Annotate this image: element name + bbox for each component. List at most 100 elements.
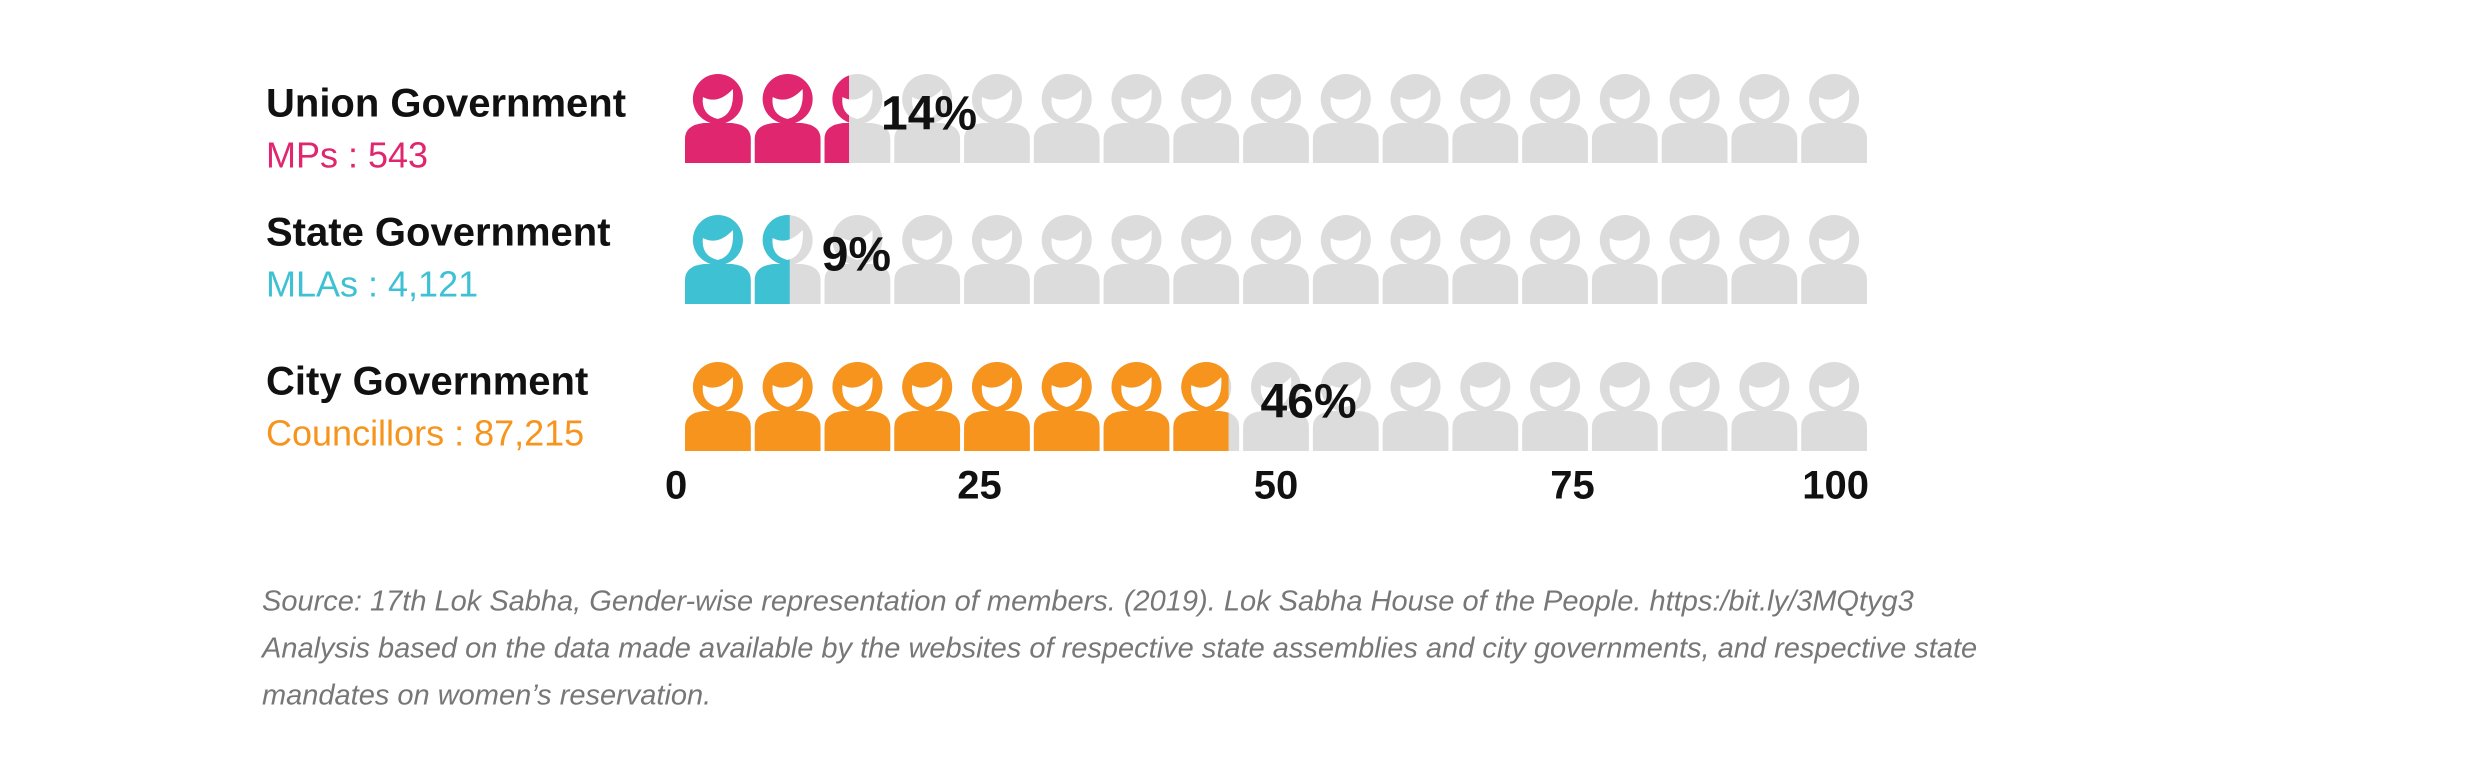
icon-body	[964, 264, 1030, 304]
category-sublabel: Councillors : 87,215	[266, 413, 584, 454]
icon-body	[824, 264, 891, 304]
icon-face	[1330, 230, 1361, 260]
icon-face	[911, 230, 943, 260]
x-tick-label: 50	[1254, 464, 1299, 508]
icon-face	[1470, 377, 1501, 407]
icon-face	[1330, 89, 1361, 119]
icon-body	[1731, 264, 1798, 304]
icon-face	[1818, 377, 1850, 407]
icon-body	[1033, 123, 1100, 163]
source-note: Analysis based on the data made availabl…	[260, 633, 1977, 665]
icon-face	[1609, 89, 1641, 119]
icon-body	[1243, 411, 1309, 451]
value-label: 46%	[1261, 376, 1357, 429]
icon-face	[1191, 230, 1222, 260]
icon-body	[1452, 123, 1519, 163]
icon-body	[1452, 264, 1519, 304]
icon-face	[1749, 230, 1780, 260]
icon-face	[1818, 230, 1850, 260]
category-sublabel: MLAs : 4,121	[266, 264, 478, 305]
icon-body	[1731, 123, 1798, 163]
x-tick-label: 100	[1802, 464, 1869, 508]
value-label: 14%	[881, 88, 977, 141]
icon-face	[842, 89, 873, 119]
value-label: 9%	[822, 229, 891, 282]
icon-face	[1260, 377, 1292, 407]
icon-face	[1539, 377, 1571, 407]
icon-body	[1731, 411, 1798, 451]
icon-body	[1243, 264, 1309, 304]
icon-face	[1470, 89, 1501, 119]
icon-body	[1173, 123, 1240, 163]
icon-face	[1609, 377, 1641, 407]
icon-face	[1400, 377, 1431, 407]
x-tick-label: 0	[665, 464, 687, 508]
icon-body	[1661, 264, 1728, 304]
icon-face	[1679, 230, 1710, 260]
icon-body	[1382, 123, 1449, 163]
icon-face	[842, 230, 873, 260]
icon-body	[1801, 411, 1867, 451]
icon-body	[1661, 123, 1728, 163]
icon-face	[1539, 89, 1571, 119]
category-label: State Government	[266, 211, 611, 255]
icon-body	[1452, 411, 1519, 451]
icon-body	[1312, 411, 1379, 451]
icon-body	[1243, 123, 1309, 163]
icon-face	[1679, 377, 1710, 407]
category-label: Union Government	[266, 82, 626, 126]
icon-face	[1470, 230, 1501, 260]
icon-face	[1051, 89, 1082, 119]
icon-face	[981, 89, 1013, 119]
icon-face	[1818, 89, 1850, 119]
icon-face	[1260, 230, 1292, 260]
icon-body	[1591, 123, 1658, 163]
icon-face	[1609, 230, 1641, 260]
bar	[683, 208, 790, 304]
icon-body	[894, 123, 961, 163]
icon-body	[1591, 411, 1658, 451]
icon-body	[1312, 123, 1379, 163]
icon-face	[1051, 230, 1082, 260]
icon-body	[1103, 123, 1170, 163]
icon-face	[1400, 230, 1431, 260]
icon-face	[1330, 377, 1361, 407]
icon-row	[685, 74, 1867, 163]
x-tick-label: 25	[957, 464, 1002, 508]
icon-face	[1121, 230, 1152, 260]
icon-body	[1173, 264, 1240, 304]
icon-body	[1801, 264, 1867, 304]
icon-face	[1749, 377, 1780, 407]
icon-body	[1522, 123, 1588, 163]
icon-face	[1539, 230, 1571, 260]
icon-body	[1382, 411, 1449, 451]
icon-body	[1661, 411, 1728, 451]
x-tick-label: 75	[1550, 464, 1595, 508]
bar	[683, 355, 1229, 451]
icon-body	[1382, 264, 1449, 304]
icon-body	[1801, 123, 1867, 163]
icon-face	[1679, 89, 1710, 119]
icon-body	[1522, 264, 1588, 304]
icon-face	[1260, 89, 1292, 119]
source-note: mandates on women’s reservation.	[262, 680, 711, 712]
icon-face	[1191, 89, 1222, 119]
icon-face	[1121, 89, 1152, 119]
icon-face	[911, 89, 943, 119]
icon-body	[894, 264, 961, 304]
category-label: City Government	[266, 360, 588, 404]
bar	[683, 67, 850, 163]
icon-body	[1103, 264, 1170, 304]
icon-face	[1749, 89, 1780, 119]
icon-body	[1522, 411, 1588, 451]
icon-body	[1312, 264, 1379, 304]
icon-body	[964, 123, 1030, 163]
icon-face	[1400, 89, 1431, 119]
source-note: Source: 17th Lok Sabha, Gender-wise repr…	[262, 586, 1914, 618]
icon-body	[1591, 264, 1658, 304]
category-sublabel: MPs : 543	[266, 135, 428, 176]
icon-face	[981, 230, 1013, 260]
icon-body	[1033, 264, 1100, 304]
